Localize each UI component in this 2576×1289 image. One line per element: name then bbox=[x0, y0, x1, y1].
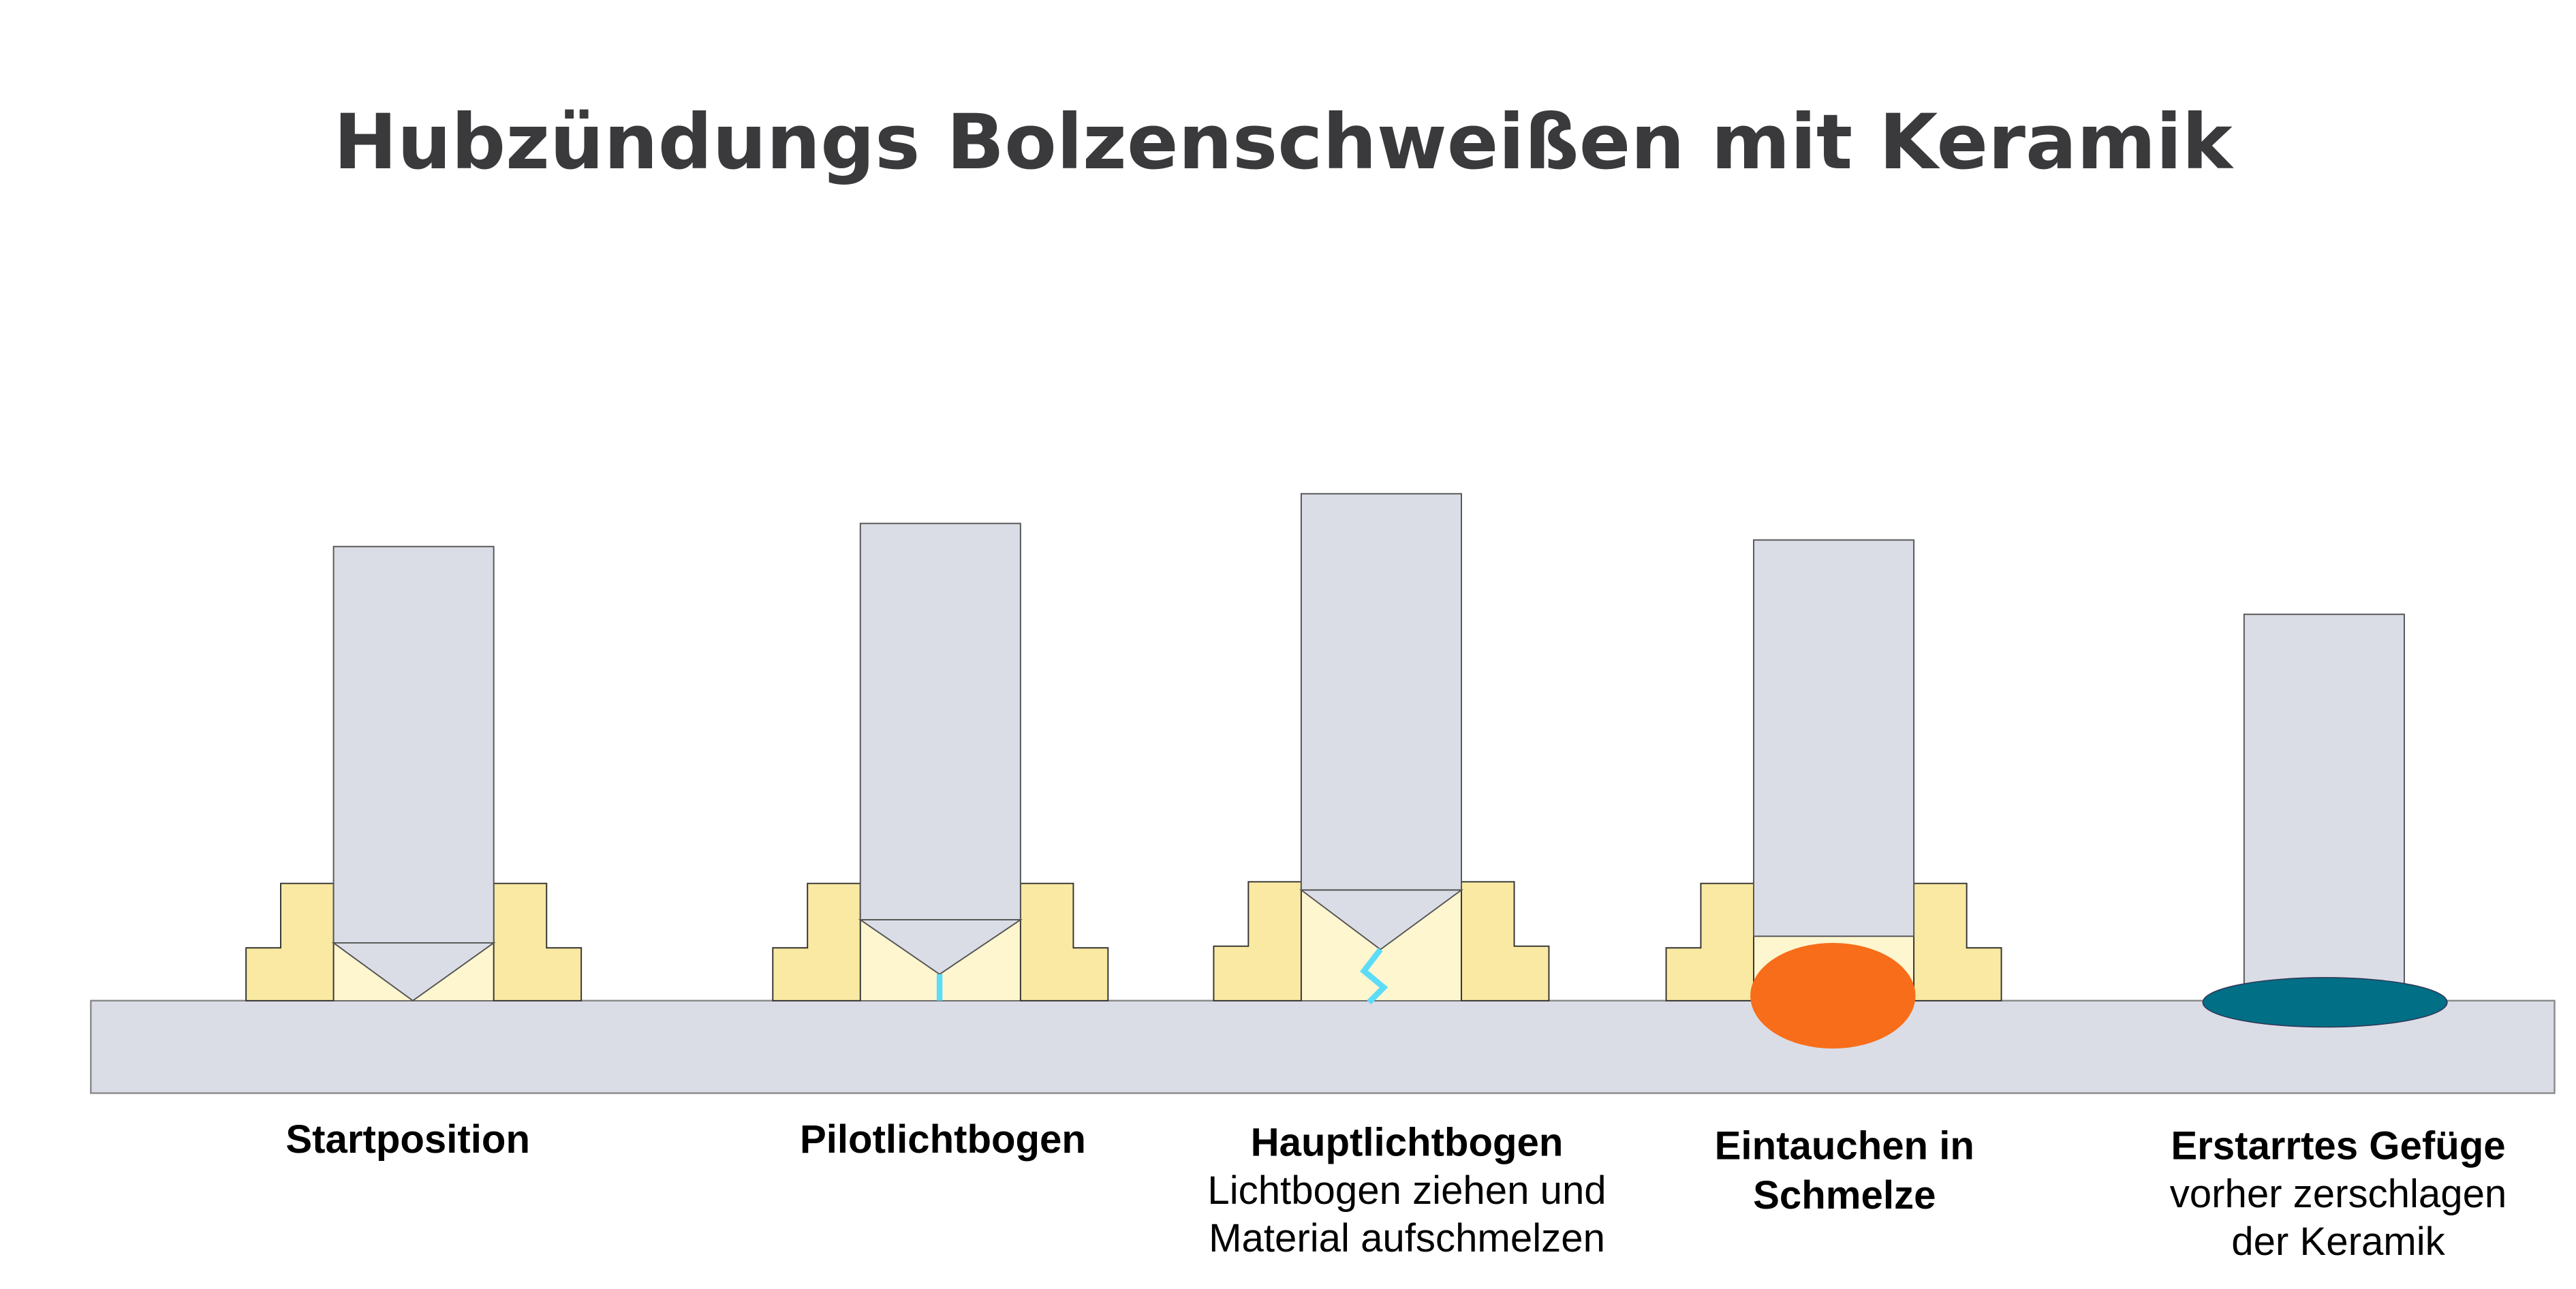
ceramic-ring-left bbox=[245, 882, 335, 1001]
ceramic-ring-left bbox=[1665, 882, 1754, 1001]
stage-5-line-1: vorher zerschlagen bbox=[2170, 1172, 2507, 1216]
stage-3-line-1: Lichtbogen ziehen und bbox=[1207, 1168, 1606, 1213]
stud bbox=[1300, 493, 1462, 891]
base-plate bbox=[90, 999, 2556, 1094]
stage-4-heading: Eintauchen in bbox=[1715, 1123, 1974, 1168]
stage-5-line-2: der Keramik bbox=[2231, 1220, 2445, 1264]
ceramic-ring-left bbox=[772, 882, 861, 1001]
ceramic-ring-left bbox=[1213, 881, 1302, 1001]
stage-startposition bbox=[245, 546, 583, 1001]
ceramic-ring-right bbox=[1913, 882, 2002, 1001]
stage-2-heading: Pilotlichtbogen bbox=[800, 1117, 1086, 1162]
ceramic-ring-right bbox=[493, 882, 583, 1001]
stage-erstarrt bbox=[2202, 613, 2448, 1028]
stud bbox=[1753, 539, 1915, 937]
stud-tip bbox=[858, 919, 1023, 976]
stage-pilotlichtbogen bbox=[772, 523, 1109, 1001]
ceramic-ring-right bbox=[1461, 881, 1550, 1001]
stage-eintauchen bbox=[1665, 539, 2002, 1049]
stage-hauptlichtbogen bbox=[1213, 493, 1550, 1005]
stud bbox=[859, 523, 1021, 921]
stud bbox=[2243, 613, 2405, 1001]
stage-1-heading: Startposition bbox=[285, 1117, 530, 1162]
solidified-weld bbox=[2202, 977, 2448, 1028]
stud-tip bbox=[331, 942, 496, 1001]
ceramic-ring-right bbox=[1019, 882, 1109, 1001]
stud bbox=[332, 546, 495, 944]
melt-pool bbox=[1750, 942, 1916, 1049]
main-arc bbox=[1360, 948, 1388, 1005]
diagram-title: Hubzündungs Bolzenschweißen mit Keramik bbox=[334, 99, 2235, 187]
stage-5-heading: Erstarrtes Gefüge bbox=[2171, 1123, 2505, 1168]
stage-3-heading: Hauptlichtbogen bbox=[1251, 1121, 1564, 1165]
stage-3-line-2: Material aufschmelzen bbox=[1209, 1216, 1605, 1260]
stud-tip bbox=[1299, 889, 1463, 950]
stage-4-heading-2: Schmelze bbox=[1753, 1173, 1936, 1217]
